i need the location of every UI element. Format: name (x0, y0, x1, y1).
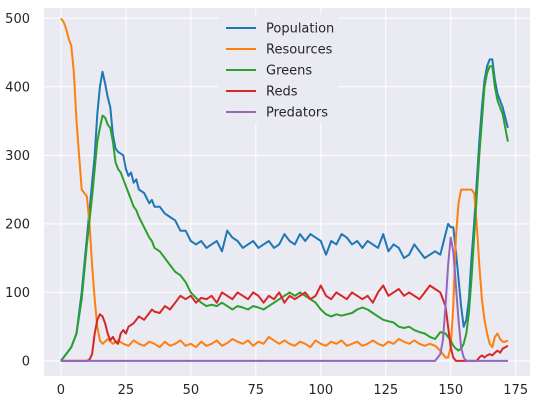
series-line-reds (60, 284, 509, 362)
x-tick-label: 50 (183, 383, 200, 398)
series-line-predators (60, 236, 508, 362)
legend-label-resources: Resources (266, 43, 333, 58)
series-line-population (60, 58, 509, 362)
x-tick-label: 100 (308, 383, 333, 398)
x-tick-label: 25 (118, 383, 135, 398)
y-tick-label: 300 (5, 149, 30, 164)
x-tick-label: 175 (503, 383, 528, 398)
y-tick-label: 100 (5, 286, 30, 301)
legend-label-greens: Greens (266, 64, 312, 79)
series-lines (60, 17, 509, 362)
x-tick-label: 75 (248, 383, 265, 398)
legend-label-predators: Predators (266, 106, 328, 121)
legend-label-population: Population (266, 22, 334, 37)
x-tick-label: 125 (373, 383, 398, 398)
legend-box (218, 14, 338, 124)
x-tick-label: 150 (438, 383, 463, 398)
legend: Population Resources Greens Reds Predators (218, 14, 338, 124)
y-tick-label: 500 (5, 12, 30, 27)
x-tick-label: 0 (57, 383, 65, 398)
series-line-resources (60, 17, 509, 359)
y-tick-label: 400 (5, 80, 30, 95)
y-tick-label: 0 (22, 354, 30, 369)
y-tick-label: 200 (5, 217, 30, 232)
tick-labels: 0 25 50 75 100 125 150 175 0 100 200 300 400 500 (5, 12, 528, 398)
legend-label-reds: Reds (266, 85, 298, 100)
